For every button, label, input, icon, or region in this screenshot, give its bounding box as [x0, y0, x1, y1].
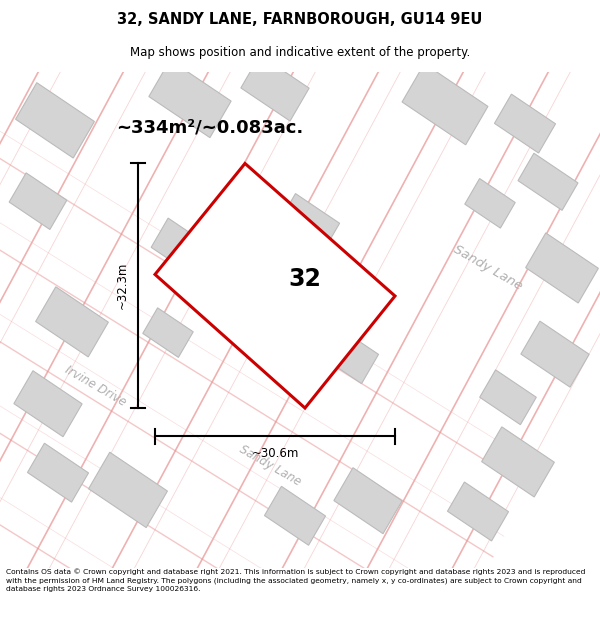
Polygon shape: [14, 371, 82, 437]
Polygon shape: [260, 262, 316, 317]
Polygon shape: [465, 179, 515, 228]
Text: Sandy Lane: Sandy Lane: [451, 243, 525, 293]
Polygon shape: [9, 173, 67, 229]
Text: Sandy Lane: Sandy Lane: [237, 442, 303, 488]
Polygon shape: [526, 233, 598, 303]
Polygon shape: [482, 427, 554, 497]
Polygon shape: [28, 443, 89, 502]
Polygon shape: [277, 194, 340, 256]
Text: ~334m²/~0.083ac.: ~334m²/~0.083ac.: [116, 119, 304, 137]
Text: 32: 32: [289, 267, 322, 291]
Polygon shape: [479, 370, 536, 424]
Polygon shape: [494, 94, 556, 153]
Polygon shape: [35, 287, 109, 357]
Polygon shape: [317, 325, 379, 384]
Polygon shape: [149, 60, 231, 138]
Polygon shape: [334, 468, 402, 534]
Polygon shape: [89, 452, 167, 528]
Polygon shape: [518, 153, 578, 211]
Polygon shape: [402, 64, 488, 145]
Polygon shape: [448, 482, 509, 541]
Polygon shape: [265, 486, 326, 545]
Text: Irvine Drive: Irvine Drive: [62, 364, 128, 409]
Polygon shape: [521, 321, 589, 387]
Polygon shape: [151, 218, 209, 275]
Polygon shape: [241, 55, 309, 121]
Polygon shape: [16, 82, 94, 158]
Text: 32, SANDY LANE, FARNBOROUGH, GU14 9EU: 32, SANDY LANE, FARNBOROUGH, GU14 9EU: [118, 12, 482, 27]
Text: ~32.3m: ~32.3m: [115, 262, 128, 309]
Text: Map shows position and indicative extent of the property.: Map shows position and indicative extent…: [130, 46, 470, 59]
Polygon shape: [143, 308, 193, 358]
Polygon shape: [155, 164, 395, 408]
Text: Contains OS data © Crown copyright and database right 2021. This information is : Contains OS data © Crown copyright and d…: [6, 569, 586, 592]
Text: ~30.6m: ~30.6m: [251, 447, 299, 460]
